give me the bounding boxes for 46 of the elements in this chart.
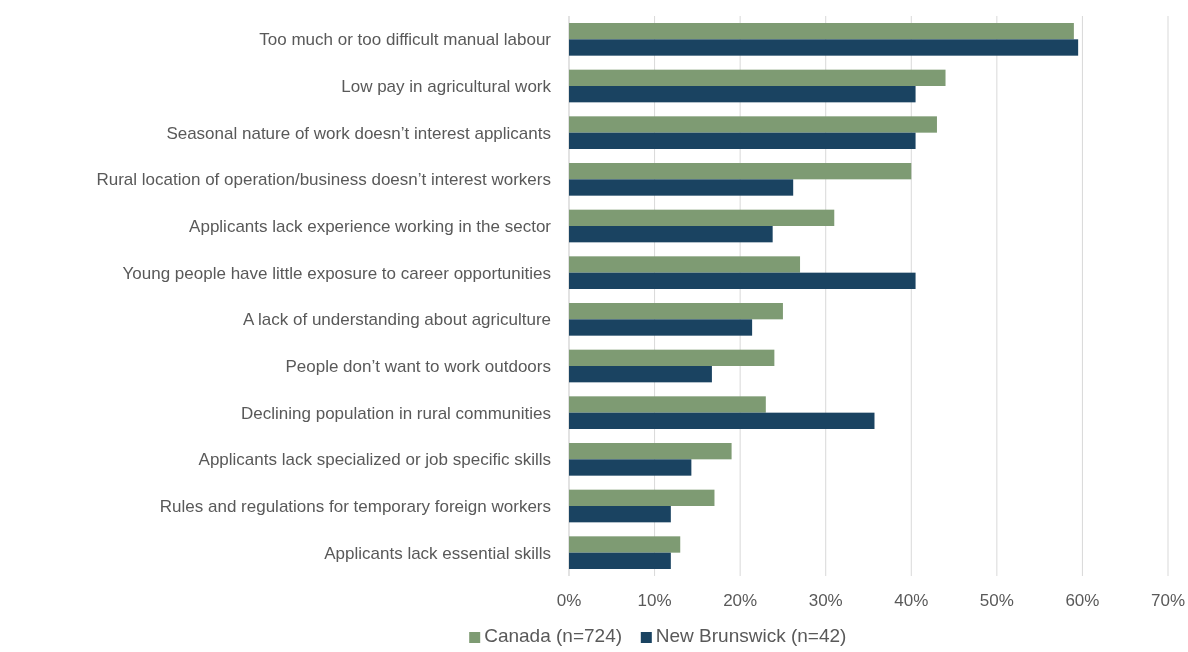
bar [569,209,835,226]
bar [569,536,681,553]
bar [569,179,794,196]
bar [569,256,801,273]
bar [569,86,916,103]
y-tick-label: Declining population in rural communities [241,403,551,423]
bar [569,163,912,180]
legend-label: New Brunswick (n=42) [655,625,847,646]
bar [569,23,1074,40]
bar [569,349,775,366]
bar [569,226,773,243]
y-tick-label: Rules and regulations for temporary foreign workers [159,496,551,516]
bar [569,366,712,383]
bar [569,272,916,289]
x-tick-label: 0% [556,591,582,610]
y-tick-label: A lack of understanding about agriculture [242,310,551,330]
bar [569,489,715,506]
y-tick-label: Too much or too difficult manual labour [259,30,552,50]
bar [569,69,946,86]
bar [569,39,1079,56]
bar [569,443,732,460]
y-tick-label: Young people have little exposure to career opportunities [122,263,551,283]
legend-label: Canada (n=724) [484,625,623,646]
x-tick-label: 20% [723,591,758,610]
x-tick-label: 10% [637,591,672,610]
y-tick-label: Rural location of operation/business doesn’t interest workers [96,170,551,190]
bar [569,303,783,320]
x-tick-label: 30% [808,591,843,610]
x-tick-label: 60% [1065,591,1100,610]
bar [569,116,937,133]
y-tick-label: Applicants lack essential skills [324,543,551,563]
bar [569,412,875,429]
x-tick-label: 50% [979,591,1014,610]
bar [569,459,692,476]
y-tick-label: Applicants lack experience working in the sector [189,216,552,236]
y-tick-label: Seasonal nature of work doesn’t interest applicants [166,123,551,143]
y-tick-label: Low pay in agricultural work [341,76,552,96]
y-tick-label: Applicants lack specialized or job specific skills [198,450,551,470]
x-tick-label: 70% [1150,591,1186,610]
bar [569,552,671,569]
bar [569,396,766,413]
y-tick-label: People don’t want to work outdoors [285,356,551,376]
x-tick-label: 40% [894,591,929,610]
bar [569,319,753,336]
bar [569,506,671,523]
bar [569,132,916,149]
